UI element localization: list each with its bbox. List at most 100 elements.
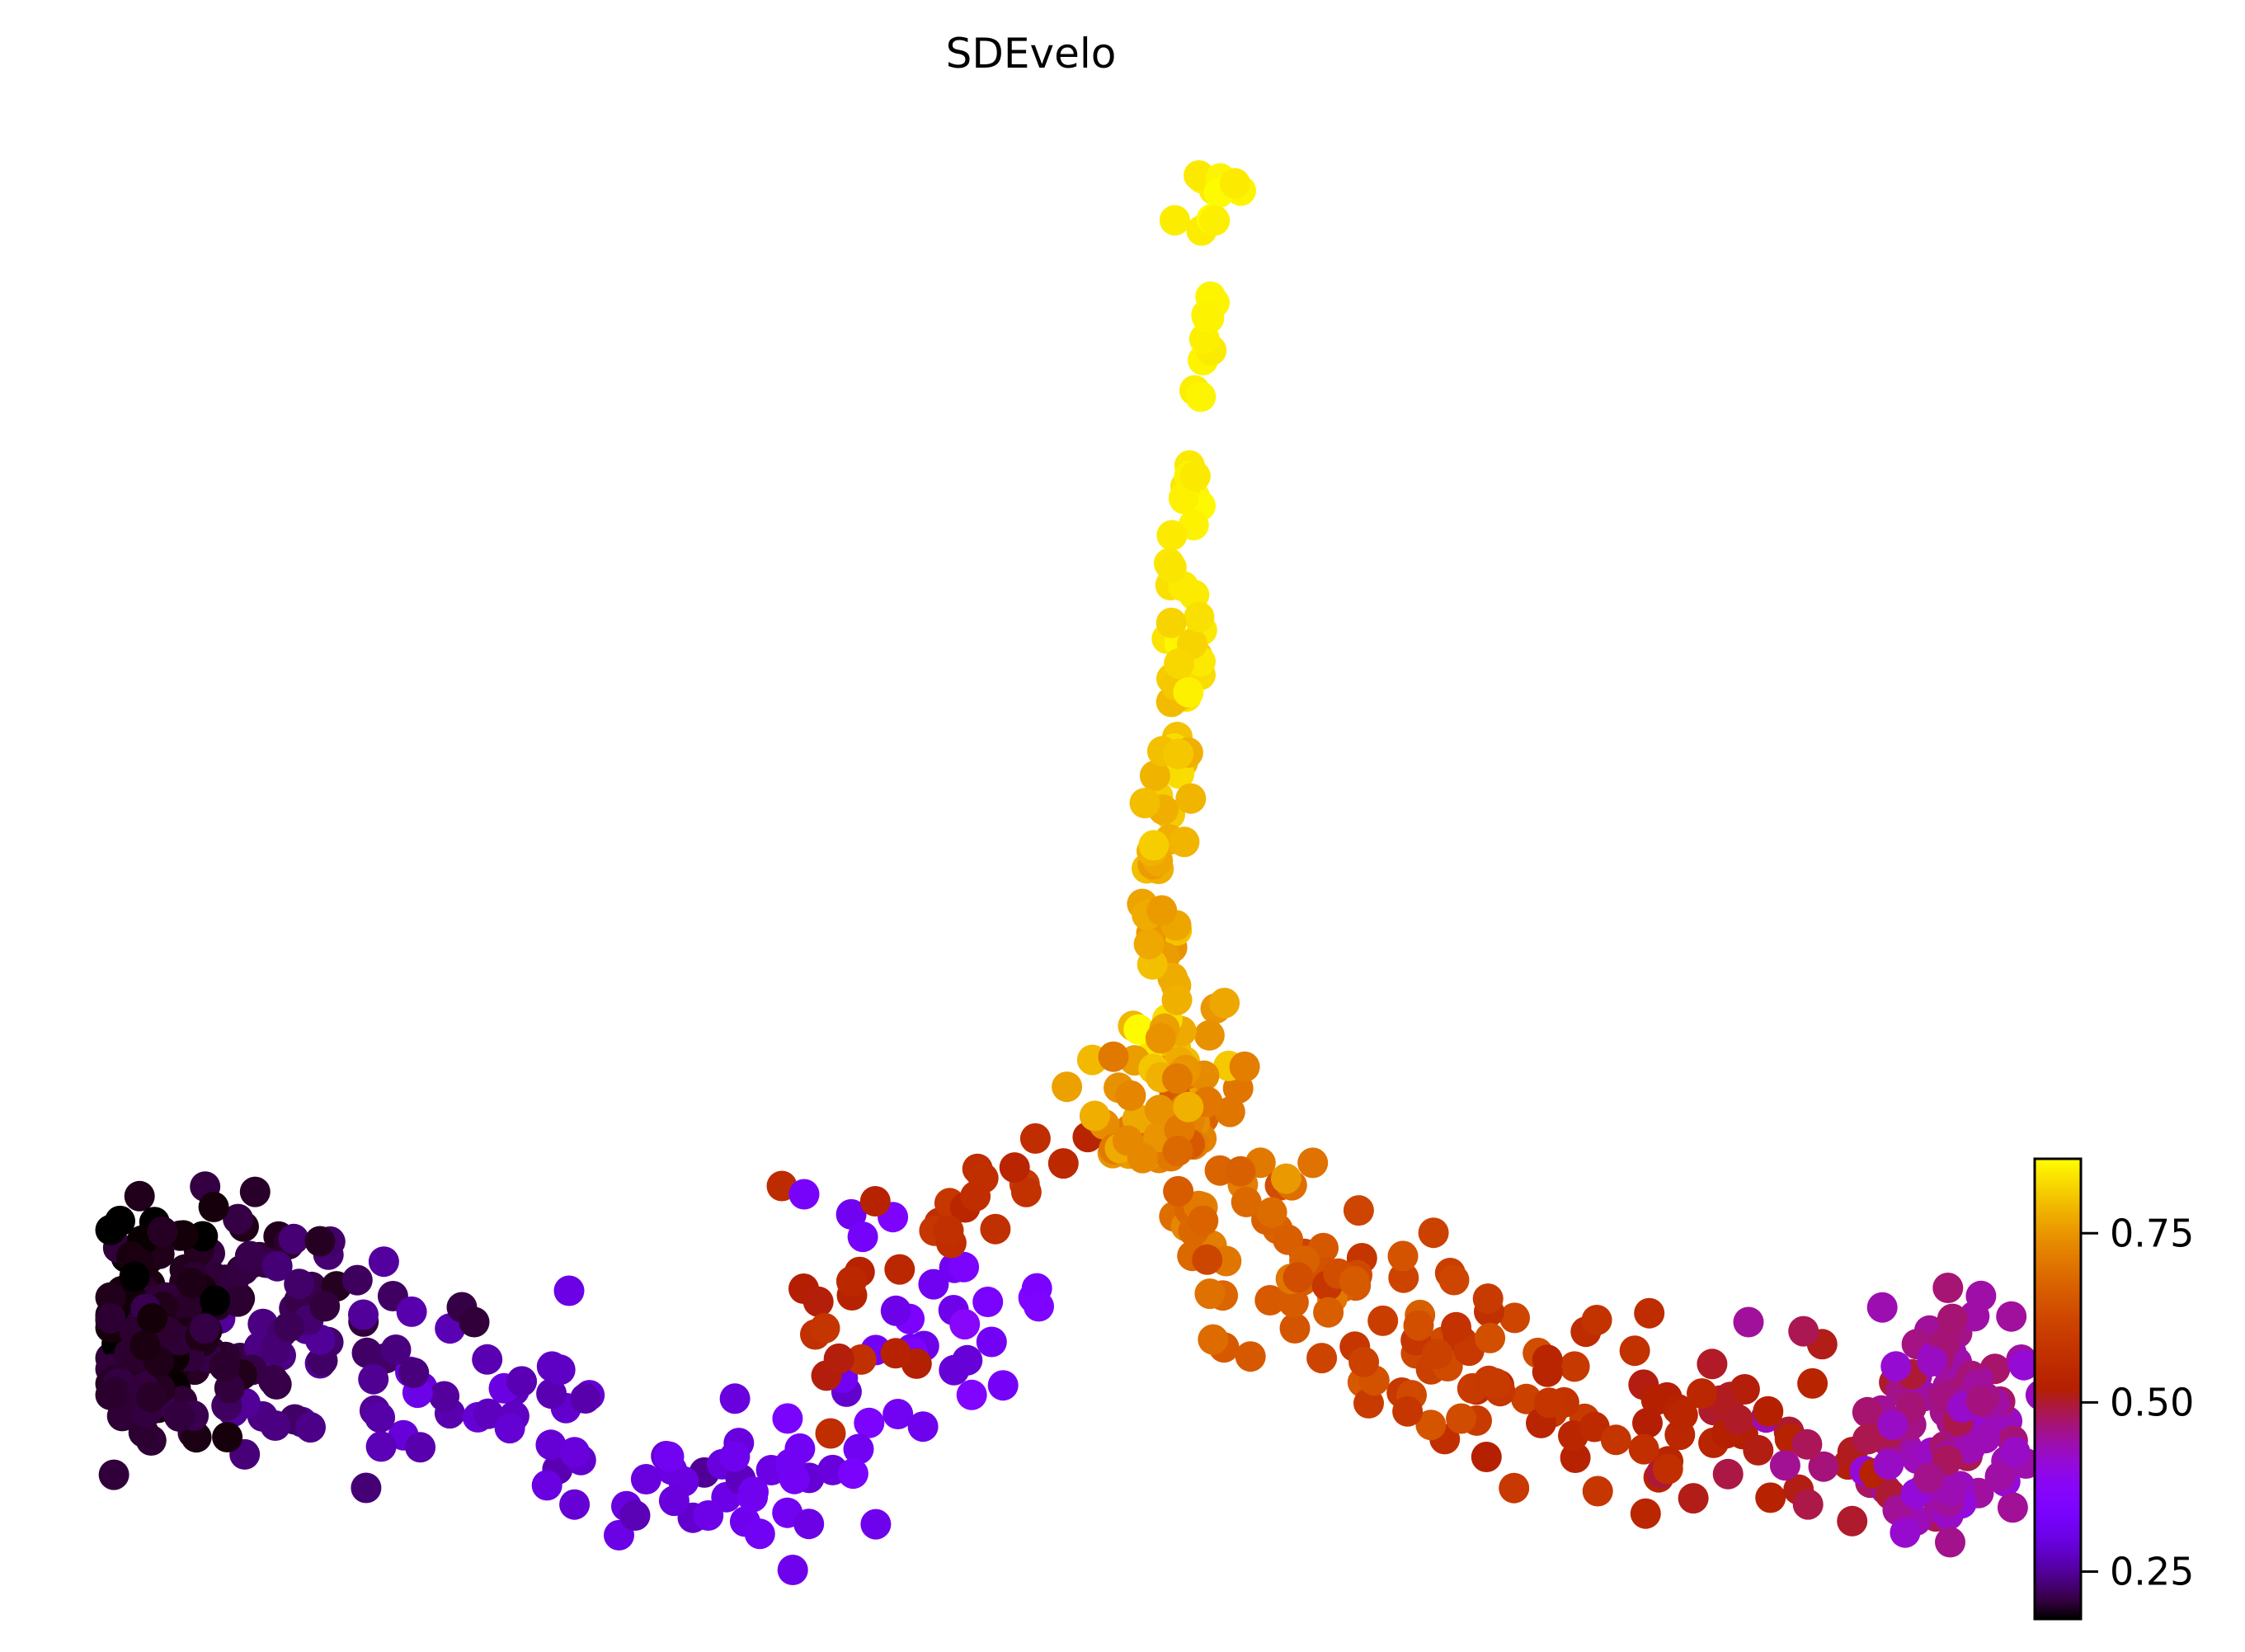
data-point bbox=[124, 1180, 155, 1212]
data-point bbox=[309, 1291, 341, 1322]
data-point bbox=[1173, 1091, 1204, 1123]
data-point bbox=[1791, 1428, 1823, 1460]
data-point bbox=[1873, 1449, 1904, 1480]
data-point bbox=[1229, 1051, 1260, 1082]
data-point bbox=[1146, 895, 1178, 926]
data-point bbox=[137, 1303, 168, 1334]
data-point bbox=[1367, 1305, 1399, 1336]
data-point bbox=[918, 1268, 949, 1300]
scatter-points bbox=[95, 160, 2071, 1585]
data-point bbox=[544, 1354, 576, 1386]
data-point bbox=[1173, 676, 1204, 708]
data-point bbox=[1996, 1301, 2027, 1332]
data-point bbox=[223, 1203, 254, 1235]
data-point bbox=[1652, 1453, 1683, 1485]
data-point bbox=[1533, 1387, 1565, 1419]
data-point bbox=[1138, 830, 1170, 861]
data-point bbox=[1619, 1335, 1650, 1367]
data-point bbox=[1235, 1341, 1266, 1372]
data-point bbox=[1159, 205, 1190, 236]
data-point bbox=[999, 1152, 1030, 1184]
data-point bbox=[1600, 1424, 1631, 1456]
data-point bbox=[1667, 1399, 1698, 1430]
data-point bbox=[1156, 520, 1188, 551]
data-point bbox=[559, 1489, 591, 1520]
data-point bbox=[1343, 1195, 1374, 1226]
data-point bbox=[531, 1470, 562, 1501]
data-point bbox=[1353, 1387, 1384, 1419]
data-point bbox=[1890, 1517, 1921, 1548]
data-point bbox=[1283, 1262, 1314, 1293]
data-point bbox=[172, 1291, 203, 1322]
data-point bbox=[1254, 1285, 1286, 1315]
data-point bbox=[884, 1254, 915, 1285]
data-point bbox=[1970, 1423, 2001, 1454]
data-point bbox=[972, 1287, 1004, 1317]
data-point bbox=[1348, 1346, 1380, 1377]
data-point bbox=[405, 1432, 436, 1463]
data-point bbox=[472, 1344, 503, 1375]
data-point bbox=[1935, 1527, 1965, 1558]
data-point bbox=[1175, 783, 1207, 814]
data-point bbox=[261, 1250, 293, 1282]
data-point bbox=[956, 1379, 987, 1410]
data-point bbox=[939, 1354, 970, 1386]
data-point bbox=[1532, 1344, 1563, 1376]
data-point bbox=[1499, 1472, 1530, 1504]
data-point bbox=[1415, 1410, 1447, 1441]
data-point bbox=[368, 1246, 399, 1278]
data-point bbox=[1937, 1303, 1968, 1334]
data-point bbox=[1797, 1367, 1828, 1399]
data-point bbox=[1418, 1217, 1449, 1249]
data-point bbox=[98, 1459, 129, 1490]
data-point bbox=[1559, 1351, 1590, 1382]
data-point bbox=[1630, 1498, 1661, 1529]
data-point bbox=[1866, 1292, 1898, 1323]
data-point bbox=[506, 1366, 538, 1397]
data-point bbox=[772, 1403, 803, 1434]
data-point bbox=[880, 1295, 911, 1326]
data-point bbox=[1743, 1434, 1774, 1466]
data-point bbox=[1932, 1273, 1964, 1303]
data-point bbox=[1019, 1123, 1051, 1154]
data-point bbox=[859, 1186, 891, 1217]
data-point bbox=[198, 1191, 229, 1222]
data-point bbox=[147, 1216, 178, 1247]
data-point bbox=[1678, 1483, 1709, 1514]
data-point bbox=[284, 1268, 315, 1300]
data-point bbox=[835, 1266, 867, 1297]
data-point bbox=[658, 1485, 690, 1517]
data-point bbox=[1932, 1444, 1963, 1476]
data-point bbox=[365, 1402, 396, 1433]
data-point bbox=[1472, 1283, 1504, 1315]
data-point bbox=[1047, 1148, 1079, 1179]
data-point bbox=[823, 1343, 854, 1374]
data-point bbox=[1913, 1462, 1945, 1494]
data-point bbox=[1231, 1186, 1262, 1217]
data-point bbox=[1733, 1306, 1764, 1338]
data-point bbox=[348, 1299, 379, 1330]
data-point bbox=[1917, 1346, 1948, 1377]
data-point bbox=[1129, 788, 1160, 819]
data-point bbox=[880, 1338, 911, 1369]
data-point bbox=[1185, 381, 1217, 412]
data-point bbox=[802, 1286, 834, 1317]
data-point bbox=[987, 1370, 1019, 1401]
data-point bbox=[933, 1215, 964, 1246]
data-point bbox=[259, 1334, 290, 1365]
data-point bbox=[1480, 1367, 1511, 1399]
data-point bbox=[1471, 1442, 1502, 1472]
colorbar-tick-label: 0.50 bbox=[2110, 1380, 2194, 1424]
data-point bbox=[1209, 987, 1240, 1019]
data-point bbox=[1632, 1407, 1663, 1438]
data-point bbox=[559, 1437, 591, 1468]
data-point bbox=[494, 1413, 525, 1444]
data-point bbox=[948, 1251, 980, 1283]
data-point bbox=[1161, 984, 1193, 1015]
data-point bbox=[1387, 1240, 1419, 1272]
data-point bbox=[234, 1240, 266, 1272]
data-point bbox=[1163, 738, 1194, 770]
data-point bbox=[396, 1296, 427, 1327]
data-point bbox=[793, 1508, 825, 1540]
